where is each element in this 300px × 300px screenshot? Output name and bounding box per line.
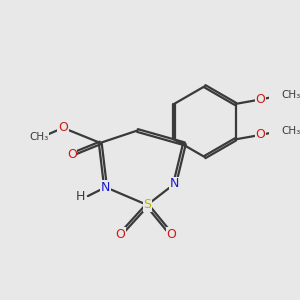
Text: O: O: [67, 148, 77, 161]
Text: S: S: [143, 198, 151, 212]
Text: H: H: [76, 190, 86, 202]
Text: O: O: [166, 228, 176, 241]
Text: O: O: [58, 121, 68, 134]
Text: O: O: [116, 228, 126, 241]
Text: O: O: [255, 93, 265, 106]
Text: O: O: [255, 128, 265, 141]
Text: CH₃: CH₃: [29, 132, 49, 142]
Text: CH₃: CH₃: [282, 90, 300, 100]
Text: N: N: [170, 177, 179, 190]
Text: CH₃: CH₃: [282, 125, 300, 136]
Text: N: N: [101, 181, 110, 194]
